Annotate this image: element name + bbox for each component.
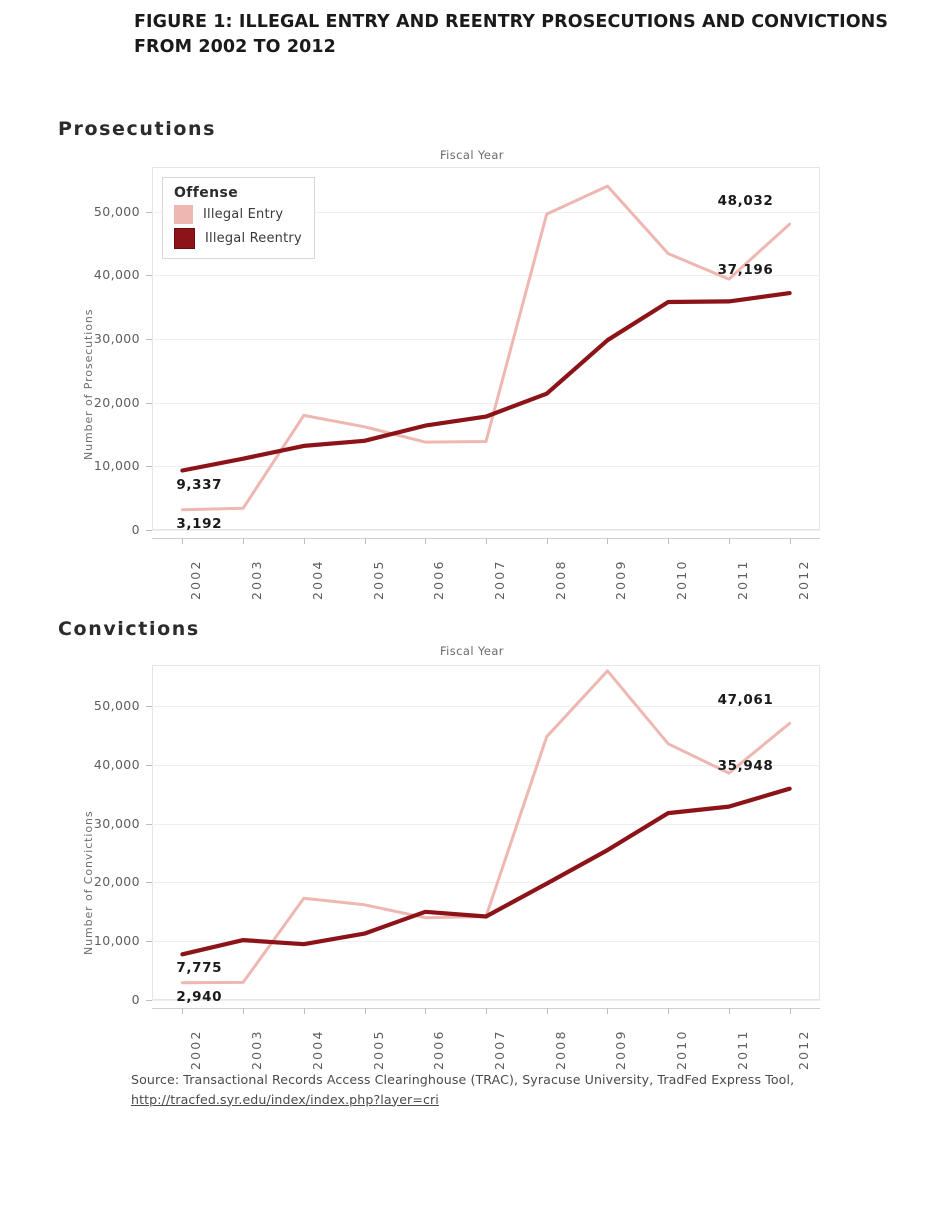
start-value-illegal-reentry: 9,337: [176, 476, 223, 493]
x-tick-mark: [486, 538, 487, 544]
y-tick-mark: [146, 823, 152, 825]
y-tick-label: 10,000: [93, 458, 140, 474]
y-tick-label: 50,000: [93, 203, 140, 219]
x-axis-title-prosecutions: Fiscal Year: [440, 148, 504, 162]
x-tick-mark: [607, 1008, 609, 1014]
y-tick-label: 40,000: [93, 756, 140, 772]
gridline: [152, 530, 820, 531]
source-note: Source: Transactional Records Access Cle…: [131, 1070, 871, 1109]
start-value-illegal-reentry: 7,775: [176, 960, 223, 977]
y-tick-label: 30,000: [93, 815, 140, 831]
y-tick-mark: [146, 882, 152, 884]
x-tick-mark: [243, 538, 245, 544]
series-line-illegal-entry: [180, 669, 792, 985]
plot-area-convictions: [152, 665, 820, 1000]
gridline: [152, 211, 820, 213]
series-line-illegal-reentry: [180, 291, 792, 473]
gridline: [152, 764, 820, 766]
legend-item-illegal-entry[interactable]: Illegal Entry: [174, 205, 302, 224]
y-tick-mark: [146, 275, 152, 277]
legend-swatch-icon: [174, 205, 193, 224]
y-tick-label: 40,000: [93, 267, 140, 283]
gridline: [152, 1000, 820, 1001]
series-line-illegal-reentry: [180, 786, 792, 957]
end-value-illegal-entry: 47,061: [717, 692, 774, 709]
y-tick-mark: [146, 466, 152, 468]
gridline: [152, 941, 820, 943]
x-tick-mark: [546, 538, 548, 544]
source-text: Source: Transactional Records Access Cle…: [131, 1072, 795, 1087]
x-tick-mark: [728, 1008, 730, 1014]
x-tick-mark: [789, 538, 791, 544]
x-tick-mark: [789, 1008, 791, 1014]
gridline: [152, 275, 820, 277]
x-tick-mark: [303, 538, 305, 544]
y-tick-mark: [146, 706, 152, 708]
chart-legend: Offense Illegal Entry Illegal Reentry: [162, 177, 315, 259]
x-axis-title-convictions: Fiscal Year: [440, 644, 504, 658]
gridline: [152, 466, 820, 468]
legend-item-label: Illegal Reentry: [205, 231, 302, 246]
x-tick-mark: [607, 538, 609, 544]
y-tick-mark: [146, 530, 152, 531]
end-value-illegal-reentry: 35,948: [717, 757, 774, 774]
start-value-illegal-entry: 2,940: [176, 988, 223, 1005]
series-layer: [180, 184, 792, 512]
y-tick-label: 0: [131, 522, 140, 537]
y-tick-mark: [146, 941, 152, 943]
x-tick-mark: [182, 538, 184, 544]
y-tick-mark: [146, 764, 152, 766]
x-tick-mark: [182, 1008, 184, 1014]
y-tick-mark: [146, 211, 152, 213]
x-tick-mark: [303, 1008, 305, 1014]
start-value-illegal-entry: 3,192: [176, 515, 223, 532]
x-tick-mark: [425, 1008, 427, 1014]
chart-convictions: Fiscal Year Number of Convictions 0 10,00…: [0, 640, 946, 1080]
x-tick-mark: [364, 1008, 366, 1014]
y-tick-mark: [146, 402, 152, 404]
legend-title: Offense: [174, 185, 239, 201]
end-value-illegal-reentry: 37,196: [717, 262, 774, 279]
legend-item-illegal-reentry[interactable]: Illegal Reentry: [174, 228, 302, 249]
gridline: [152, 402, 820, 404]
series-layer: [180, 669, 792, 985]
gridline: [152, 823, 820, 825]
source-url-link[interactable]: http://tracfed.syr.edu/index/index.php?l…: [131, 1091, 439, 1107]
x-tick-mark: [546, 1008, 548, 1014]
y-tick-label: 50,000: [93, 698, 140, 714]
y-tick-label: 20,000: [93, 874, 140, 890]
gridline: [152, 706, 820, 708]
x-tick-mark: [243, 1008, 245, 1014]
y-tick-label: 10,000: [93, 933, 140, 949]
y-tick-mark: [146, 338, 152, 340]
x-tick-mark: [668, 1008, 670, 1014]
gridline: [152, 882, 820, 884]
x-tick-mark: [364, 538, 366, 544]
y-tick-label: 0: [131, 992, 140, 1007]
section-heading-convictions: Convictions: [58, 618, 200, 640]
x-tick-mark: [668, 538, 670, 544]
x-tick-mark: [486, 1008, 487, 1014]
end-value-illegal-entry: 48,032: [717, 193, 774, 210]
x-tick-mark: [728, 538, 730, 544]
y-tick-mark: [146, 1000, 152, 1001]
section-heading-prosecutions: Prosecutions: [58, 118, 217, 140]
page-title: FIGURE 1: ILLEGAL ENTRY AND REENTRY PROS…: [134, 12, 889, 58]
gridline: [152, 338, 820, 340]
legend-swatch-icon: [174, 228, 195, 249]
x-tick-mark: [425, 538, 427, 544]
y-tick-label: 20,000: [93, 394, 140, 410]
chart-prosecutions: Fiscal Year Number of Prosecutions 0 10,0…: [0, 140, 946, 600]
y-tick-label: 30,000: [93, 330, 140, 346]
series-line-illegal-entry: [180, 184, 792, 512]
legend-item-label: Illegal Entry: [203, 207, 284, 222]
